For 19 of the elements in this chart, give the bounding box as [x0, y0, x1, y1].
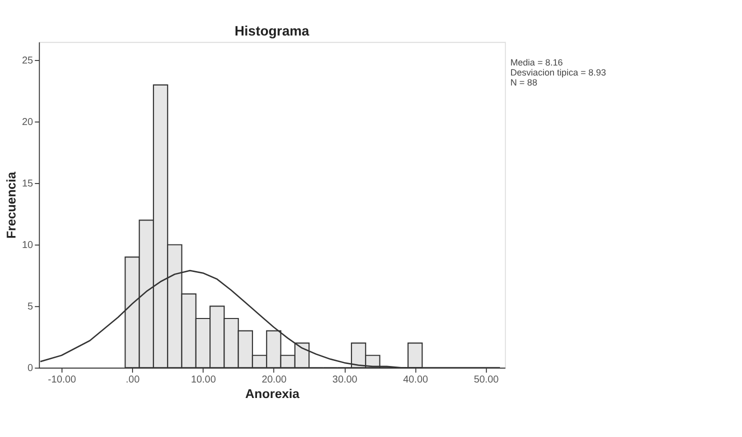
x-tick-label: 20.00: [262, 374, 288, 386]
y-axis-title: Frecuencia: [4, 170, 19, 239]
text: N = 88: [510, 77, 538, 88]
text: Media = 8.16: [510, 57, 563, 68]
x-tick-label: 10.00: [190, 374, 216, 386]
x-tick-label: 50.00: [474, 374, 500, 386]
text: Desviacion tipica = 8.93: [510, 67, 606, 78]
x-tick-label: 40.00: [403, 374, 428, 386]
chart-title: Histograma: [234, 24, 310, 39]
y-tick-label: 20: [22, 117, 34, 128]
y-tick-label: 25: [22, 56, 34, 67]
y-tick-label: 5: [27, 301, 34, 312]
y-tick-label: 0: [27, 362, 34, 374]
x-tick-label: .00: [126, 374, 140, 386]
x-axis-title: Anorexia: [245, 387, 300, 401]
y-tick-label: 15: [22, 178, 34, 190]
x-tick-label: 30.00: [332, 374, 358, 386]
y-tick-label: 10: [22, 240, 34, 251]
x-tick-label: -10.00: [48, 374, 77, 386]
